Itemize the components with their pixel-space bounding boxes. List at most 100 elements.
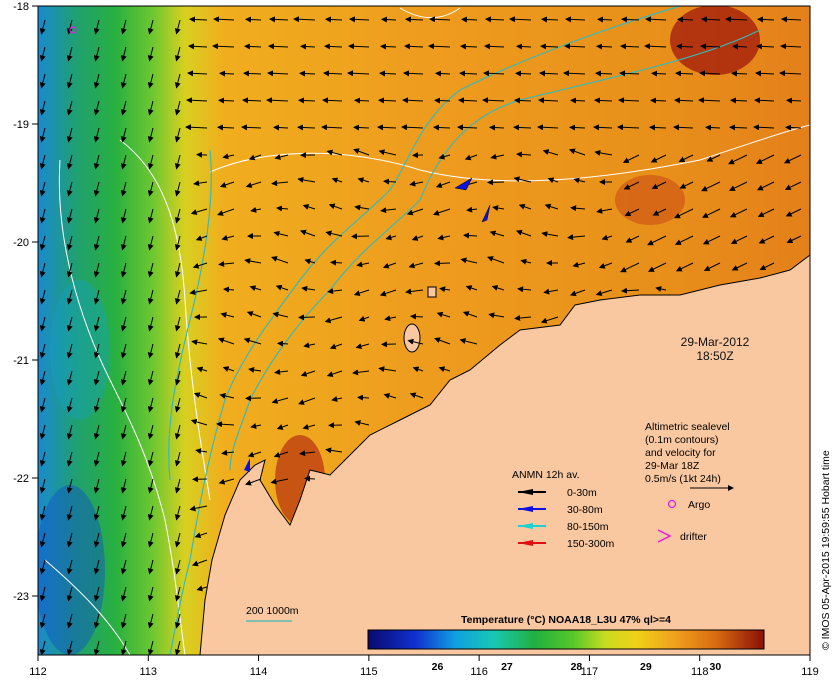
altimetry-line-3: and velocity for xyxy=(645,447,716,459)
current-vector xyxy=(405,288,424,295)
current-vector xyxy=(147,397,154,413)
current-vector xyxy=(598,262,613,269)
current-vector xyxy=(520,258,532,265)
current-vector xyxy=(147,235,154,251)
current-vector xyxy=(66,316,73,332)
current-vector xyxy=(147,586,154,602)
current-vector xyxy=(459,70,478,77)
current-vector xyxy=(174,424,181,440)
current-vector xyxy=(652,208,667,216)
current-vector xyxy=(303,342,316,349)
isobath-legend-label: 200 1000m xyxy=(246,605,299,617)
current-vector xyxy=(66,181,73,197)
current-vector xyxy=(326,370,343,377)
current-vector xyxy=(93,370,100,386)
current-vector xyxy=(516,43,532,50)
current-vector xyxy=(490,153,505,160)
current-vector xyxy=(595,70,613,77)
current-vector xyxy=(572,261,586,268)
current-vector xyxy=(174,208,181,224)
colorbar xyxy=(367,629,765,650)
current-vector xyxy=(383,178,397,185)
current-vector xyxy=(247,451,262,458)
current-vector xyxy=(514,97,532,104)
current-vector xyxy=(568,148,586,156)
current-vector xyxy=(147,505,154,521)
current-vector xyxy=(358,315,370,322)
current-vector xyxy=(702,208,721,218)
current-vector xyxy=(39,208,46,224)
current-vector xyxy=(213,16,235,23)
current-vector xyxy=(544,203,559,210)
current-vector xyxy=(298,397,316,405)
current-vector xyxy=(489,230,505,237)
current-vector xyxy=(174,478,181,494)
current-vector xyxy=(482,97,505,104)
current-vector xyxy=(66,343,73,359)
current-vector xyxy=(266,97,289,104)
current-vector xyxy=(147,127,154,143)
argo-float-marker xyxy=(69,26,77,34)
current-vector xyxy=(461,16,478,23)
y-tick-label: -23 xyxy=(13,591,29,603)
current-vector xyxy=(621,16,640,23)
current-vector xyxy=(402,97,424,104)
current-vector xyxy=(779,70,802,77)
current-vector xyxy=(349,16,370,23)
map-frame xyxy=(37,5,811,656)
legend-label-0-30m: 0-30m xyxy=(567,487,597,499)
current-vector xyxy=(412,366,424,373)
current-vector xyxy=(147,640,154,655)
current-vector xyxy=(678,154,694,163)
current-vector xyxy=(189,289,208,296)
y-tick-label: -21 xyxy=(13,355,29,367)
current-vector xyxy=(174,73,181,89)
current-vector xyxy=(276,424,289,430)
current-vector xyxy=(703,262,721,271)
current-vector xyxy=(189,505,208,512)
current-vector xyxy=(39,478,46,494)
current-vector xyxy=(274,154,289,160)
current-vector xyxy=(325,230,343,237)
current-vector xyxy=(299,450,316,457)
current-vector xyxy=(120,505,127,521)
current-vector xyxy=(120,154,127,170)
current-vector xyxy=(302,423,316,430)
current-vector xyxy=(174,370,181,386)
current-vector xyxy=(300,370,316,377)
current-vector xyxy=(147,478,154,494)
current-vector xyxy=(300,43,316,50)
current-vector xyxy=(39,262,46,278)
current-vector xyxy=(147,559,154,575)
current-vector xyxy=(120,424,127,440)
current-vector xyxy=(596,207,613,214)
current-vector xyxy=(301,285,316,292)
current-vector xyxy=(380,43,397,50)
current-vector xyxy=(378,366,397,373)
argo-legend-icon xyxy=(667,499,677,509)
current-vector xyxy=(569,124,586,131)
current-vector xyxy=(174,505,181,521)
current-vector xyxy=(245,478,262,486)
current-vector xyxy=(483,70,505,77)
current-vector xyxy=(484,43,505,50)
current-vector xyxy=(120,559,127,575)
current-vector xyxy=(729,124,748,131)
current-vector xyxy=(569,289,586,297)
current-vector xyxy=(298,97,316,104)
current-vector xyxy=(757,208,775,217)
current-vector xyxy=(650,97,667,104)
altimetry-line-5: 0.5m/s (1kt 24h) xyxy=(645,473,721,485)
current-vector xyxy=(409,392,424,399)
current-vector xyxy=(595,289,613,297)
y-axis: -18 -19 -20 -21 -22 -23 xyxy=(13,1,38,603)
current-vector xyxy=(538,97,559,104)
current-vector xyxy=(223,286,235,293)
current-vector xyxy=(330,259,343,266)
current-vector xyxy=(540,43,559,50)
x-tick-label: 119 xyxy=(801,666,819,678)
current-vector xyxy=(432,208,451,216)
date-label: 29-Mar-2012 xyxy=(681,335,750,349)
argo-legend-label: Argo xyxy=(688,499,710,511)
